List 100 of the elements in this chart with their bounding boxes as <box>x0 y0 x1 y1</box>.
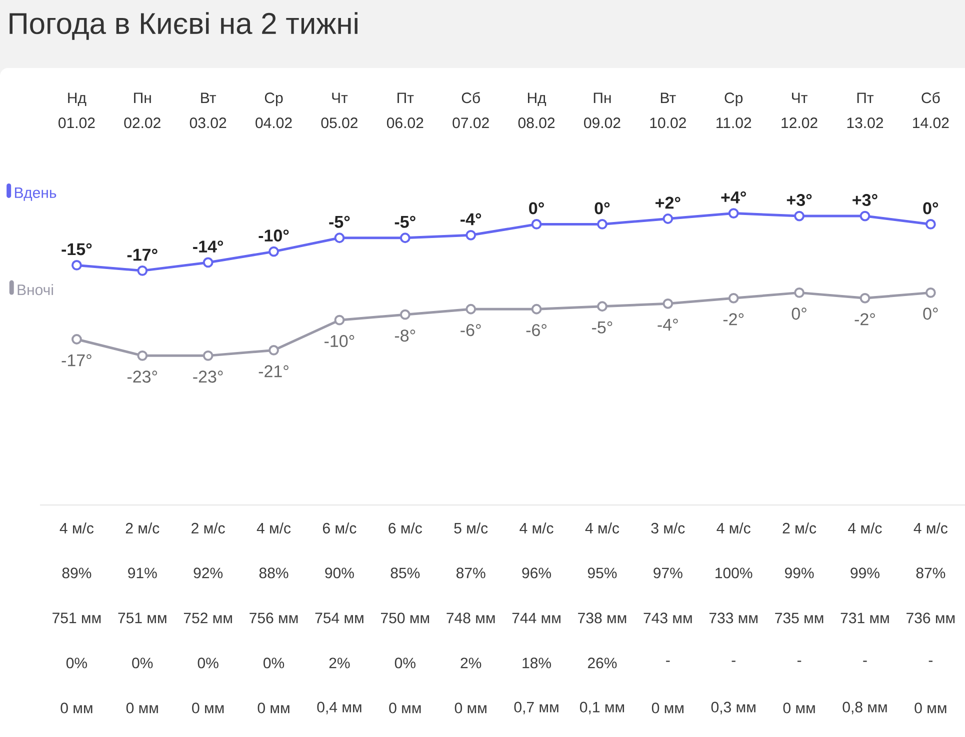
text: 95% <box>588 568 617 578</box>
text: 2 м/с <box>782 522 816 534</box>
data-label: -5° <box>394 216 416 228</box>
point <box>400 232 410 244</box>
text: 4 м/с <box>716 522 750 534</box>
point <box>662 214 674 224</box>
data-label: +3° <box>852 194 878 206</box>
data-label: -14° <box>193 240 224 252</box>
text: 87% <box>456 568 486 578</box>
point <box>728 208 739 218</box>
text: 0 мм <box>126 702 158 714</box>
text: 92% <box>194 568 223 578</box>
text: 4 м/с <box>585 522 620 534</box>
text: - <box>666 660 670 662</box>
text: 0 мм <box>652 702 684 714</box>
text: 748 мм <box>446 612 495 624</box>
x-tick-label: Нд 01.02 <box>58 92 95 128</box>
x-tick-label: Чт 05.02 <box>321 92 358 128</box>
text: 0 мм <box>783 702 815 714</box>
text: 87% <box>916 568 946 578</box>
text: 4 м/с <box>848 522 882 534</box>
x-tick-label: Ср 11.02 <box>716 92 752 128</box>
text: 26% <box>588 658 617 668</box>
text: 99% <box>850 568 880 578</box>
point <box>334 232 345 244</box>
text: 2 м/с <box>126 522 160 534</box>
x-tick-label: Сб 07.02 <box>452 92 489 128</box>
point <box>531 219 542 230</box>
text: 85% <box>390 568 420 578</box>
point <box>137 265 148 276</box>
data-label: -17° <box>127 248 158 261</box>
text: 0,8 мм <box>842 702 887 714</box>
data-label: -10° <box>258 230 289 242</box>
text: 97% <box>654 568 682 578</box>
text: 743 мм <box>644 612 692 624</box>
text: 750 мм <box>381 612 430 624</box>
text: 0% <box>132 658 153 668</box>
point <box>860 210 870 222</box>
text: 89% <box>62 568 92 578</box>
point <box>466 230 476 240</box>
text: 0,7 мм <box>514 702 558 714</box>
text: 88% <box>259 568 288 578</box>
point <box>794 210 804 222</box>
text: 738 мм <box>578 612 626 624</box>
text: 736 мм <box>906 612 955 624</box>
text: 0% <box>394 658 416 668</box>
text: 0% <box>198 658 218 668</box>
text: 0 мм <box>60 702 92 714</box>
text: 2 м/с <box>192 522 225 534</box>
text: 18% <box>522 658 551 668</box>
text: 752 мм <box>184 612 232 624</box>
point <box>925 219 936 230</box>
text: 0 мм <box>192 702 224 714</box>
text: 4 м/с <box>914 522 948 534</box>
text: - <box>863 660 867 662</box>
point <box>72 260 82 270</box>
text: 744 мм <box>512 612 560 624</box>
text: 733 мм <box>709 612 758 624</box>
text: 91% <box>128 568 157 578</box>
x-tick-label: Чт 12.02 <box>782 92 818 128</box>
data-label: -5° <box>329 216 350 228</box>
x-tick-label: Пт 06.02 <box>386 92 424 128</box>
text: 754 мм <box>315 612 364 624</box>
x-tick-label: Вт 10.02 <box>650 92 686 128</box>
text: 4 м/с <box>256 522 291 534</box>
data-label: 0° <box>594 202 610 214</box>
x-tick-label: Вт 03.02 <box>190 92 226 128</box>
text: 6 м/с <box>322 522 356 534</box>
text: 96% <box>522 568 551 578</box>
text: 5 м/с <box>454 522 488 534</box>
text: 731 мм <box>840 612 889 624</box>
data-label: +2° <box>656 196 680 209</box>
text: - <box>732 660 736 662</box>
text: 3 м/с <box>651 522 685 534</box>
data-label: +3° <box>786 194 812 206</box>
text: 0,4 мм <box>317 702 362 714</box>
data-label: +4° <box>721 191 746 204</box>
point <box>597 219 608 230</box>
data-label: -15° <box>62 243 92 256</box>
x-tick-label: Пн 02.02 <box>124 92 160 128</box>
text: 0 мм <box>454 702 486 714</box>
text: 0% <box>264 658 284 668</box>
point <box>202 257 214 268</box>
text: 2% <box>460 658 482 668</box>
text: 751 мм <box>118 612 166 624</box>
text: 751 мм <box>52 612 101 624</box>
x-tick-label: Сб 14.02 <box>913 92 949 128</box>
text: 4 м/с <box>60 522 94 534</box>
data-label: 0° <box>529 202 544 214</box>
text: 99% <box>784 568 814 578</box>
text: 735 мм <box>775 612 824 624</box>
text: - <box>797 660 802 662</box>
text: - <box>928 660 933 662</box>
legend-label: Вдень <box>14 188 56 201</box>
text: 6 м/с <box>388 522 422 534</box>
x-tick-label: Ср 04.02 <box>256 92 292 128</box>
text: 0,1 мм <box>580 702 624 714</box>
text: 4 м/с <box>520 522 554 534</box>
text: 100% <box>716 568 752 578</box>
data-label: -4° <box>460 213 482 226</box>
